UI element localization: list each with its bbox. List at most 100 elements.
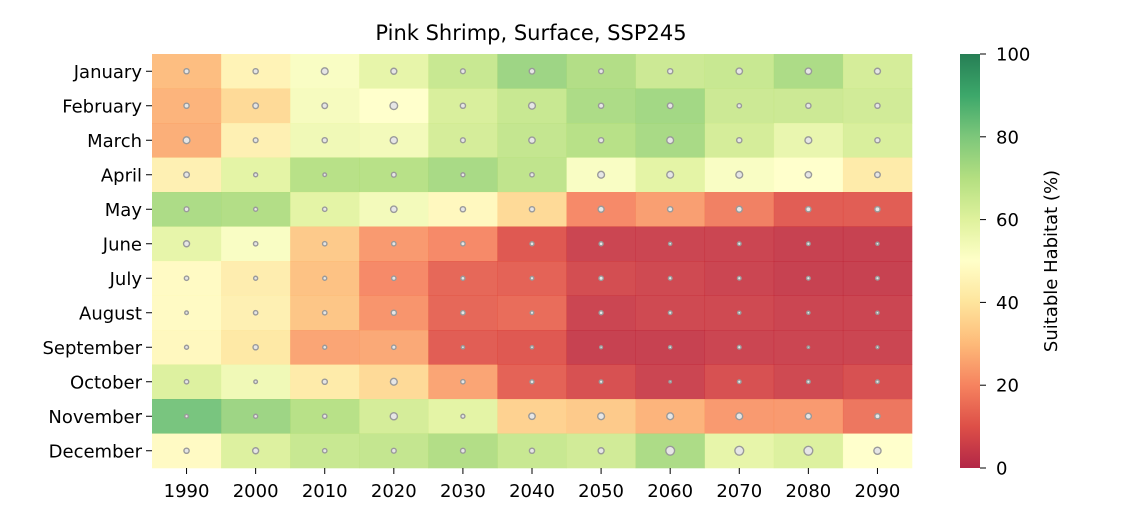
cell-marker xyxy=(389,135,399,145)
cell-marker xyxy=(460,240,466,247)
x-tick-label: 2000 xyxy=(233,481,279,502)
cell-marker xyxy=(252,172,259,178)
cell-marker xyxy=(598,379,604,385)
y-tick-label: December xyxy=(49,441,143,462)
cell-marker xyxy=(460,413,466,419)
heatmap-cells xyxy=(152,54,913,469)
x-tick-label: 2030 xyxy=(440,481,486,502)
cell-marker xyxy=(252,102,260,110)
cell-marker xyxy=(736,241,742,247)
y-tick-label: July xyxy=(109,269,143,290)
cell-marker xyxy=(528,412,536,421)
cell-marker xyxy=(597,136,605,144)
cell-marker xyxy=(598,345,604,350)
colorbar-ticks: 0 20 40 60 80 100 xyxy=(980,45,1030,480)
cell-marker xyxy=(183,378,190,385)
cell-marker xyxy=(321,413,328,420)
cell-marker xyxy=(667,310,673,316)
colorbar-tick-label: 60 xyxy=(996,210,1019,231)
cell-marker xyxy=(390,344,397,351)
cell-marker xyxy=(667,241,673,247)
cell-marker xyxy=(805,275,811,281)
x-tick-label: 2050 xyxy=(578,481,624,502)
cell-marker xyxy=(183,206,190,213)
cell-marker xyxy=(597,447,605,455)
cell-marker xyxy=(666,136,675,145)
cell-marker xyxy=(668,379,673,384)
cell-marker xyxy=(806,310,811,316)
cell-marker xyxy=(459,205,467,213)
cell-marker xyxy=(321,240,328,247)
cell-marker xyxy=(322,344,328,350)
y-tick-label: October xyxy=(70,372,143,393)
cell-marker xyxy=(874,412,881,420)
cell-marker xyxy=(252,206,259,212)
cell-marker xyxy=(390,309,398,317)
cell-marker xyxy=(735,170,744,179)
cell-marker xyxy=(459,447,467,454)
cell-marker xyxy=(529,275,535,281)
colorbar-tick-label: 0 xyxy=(996,459,1007,480)
cell-marker xyxy=(528,136,536,145)
cell-marker xyxy=(874,102,881,110)
cell-marker xyxy=(597,102,605,110)
cell-marker xyxy=(874,205,881,213)
cell-marker xyxy=(184,413,190,419)
cell-marker xyxy=(529,241,535,247)
cell-marker xyxy=(182,240,191,248)
cell-marker xyxy=(321,136,329,144)
x-tick-label: 2060 xyxy=(647,481,693,502)
cell-marker xyxy=(460,275,466,281)
cell-marker xyxy=(182,136,191,145)
y-tick-label: January xyxy=(73,62,143,83)
cell-marker xyxy=(527,101,537,110)
colorbar xyxy=(960,54,980,468)
cell-marker xyxy=(596,412,606,421)
y-tick-label: September xyxy=(43,338,143,359)
cell-marker xyxy=(390,171,397,178)
cell-marker xyxy=(390,275,397,282)
colorbar-tick-label: 100 xyxy=(996,45,1030,66)
colorbar-tick-label: 20 xyxy=(996,376,1019,397)
cell-marker xyxy=(321,378,329,386)
cell-marker xyxy=(460,378,466,385)
y-tick-label: November xyxy=(48,407,142,428)
cell-marker xyxy=(805,205,812,213)
cell-marker xyxy=(183,102,190,110)
x-tick-label: 1990 xyxy=(164,481,210,502)
cell-marker xyxy=(252,413,259,419)
cell-marker xyxy=(736,102,743,109)
y-tick-labels: January February March April May June July Augu… xyxy=(43,62,152,462)
x-tick-label: 2070 xyxy=(716,481,762,502)
y-tick-label: February xyxy=(62,96,142,117)
cell-marker xyxy=(804,412,813,420)
cell-marker xyxy=(596,170,606,179)
cell-marker xyxy=(666,412,675,421)
cell-marker xyxy=(874,136,881,144)
cell-marker xyxy=(459,68,467,75)
cell-marker xyxy=(873,446,882,456)
cell-marker xyxy=(183,171,191,179)
cell-marker xyxy=(875,241,880,247)
cell-marker xyxy=(875,310,880,316)
cell-marker xyxy=(735,136,743,144)
cell-marker xyxy=(804,170,813,179)
cell-marker xyxy=(598,275,604,282)
cell-marker xyxy=(389,377,398,386)
x-tick-label: 2010 xyxy=(302,481,348,502)
y-tick-label: May xyxy=(105,200,143,221)
cell-marker xyxy=(184,310,190,316)
cell-marker xyxy=(321,206,328,213)
cell-marker xyxy=(459,102,467,110)
cell-marker xyxy=(874,379,880,385)
colorbar-tick-label: 40 xyxy=(996,293,1019,314)
cell-marker xyxy=(251,447,260,455)
cell-marker xyxy=(252,343,259,351)
cell-marker xyxy=(735,205,743,213)
cell-marker xyxy=(804,67,813,76)
cell-marker xyxy=(806,345,811,350)
cell-marker xyxy=(875,345,880,350)
cell-marker xyxy=(460,172,466,178)
cell-marker xyxy=(665,445,676,456)
